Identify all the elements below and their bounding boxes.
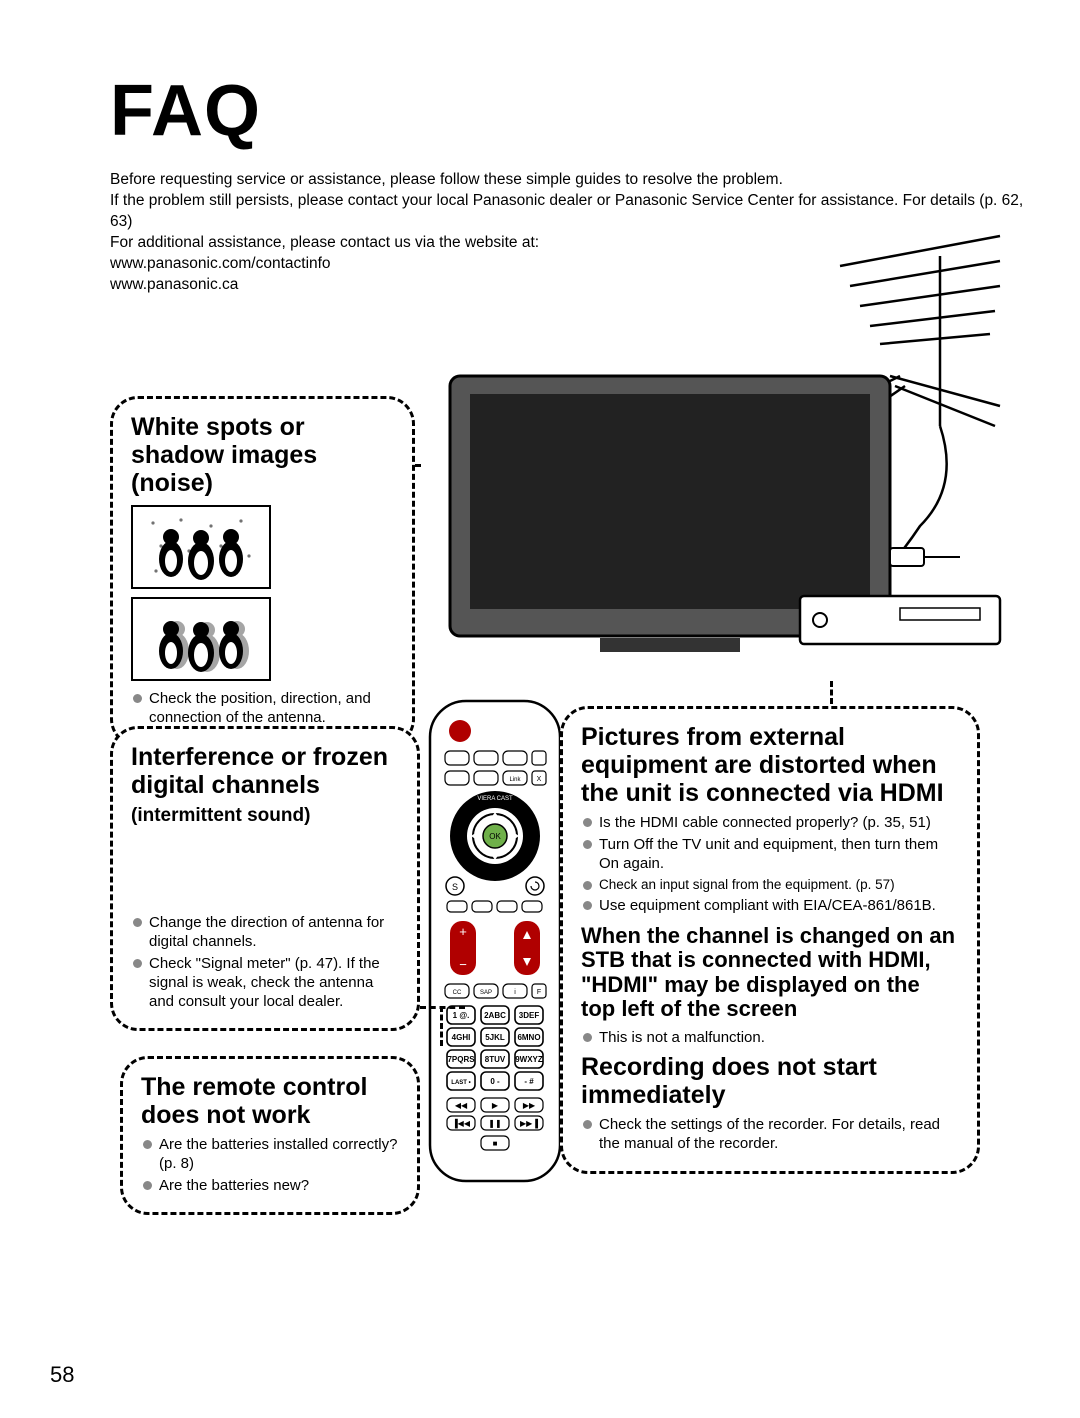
interf-sub: (intermittent sound) <box>131 805 399 827</box>
svg-text:▶: ▶ <box>492 1101 499 1110</box>
key-8: 8TUV <box>485 1055 506 1064</box>
svg-text:▐◀◀: ▐◀◀ <box>452 1118 471 1129</box>
bubble-remote: The remote control does not work Are the… <box>120 1056 420 1216</box>
key-last: LAST • <box>451 1080 470 1086</box>
hdmi-item: Is the HDMI cable connected properly? (p… <box>581 813 959 832</box>
noise-thumb-ghost <box>131 597 271 681</box>
svg-text:+: + <box>459 924 467 939</box>
key-2: 2ABC <box>484 1011 506 1020</box>
key-4: 4GHI <box>452 1033 471 1042</box>
key-3: 3DEF <box>519 1011 540 1020</box>
svg-text:▶▶▐: ▶▶▐ <box>520 1118 538 1129</box>
noise-heading: White spots or shadow images (noise) <box>131 413 394 497</box>
remote-heading: The remote control does not work <box>141 1073 399 1129</box>
svg-text:▶▶: ▶▶ <box>523 1101 536 1110</box>
key-1: 1 @. <box>453 1011 470 1020</box>
hdmi-item: Check the settings of the recorder. For … <box>581 1115 959 1153</box>
noise-item: Check the position, direction, and conne… <box>131 689 394 727</box>
svg-text:❚❚: ❚❚ <box>488 1119 501 1128</box>
hdmi-item: Turn Off the TV unit and equipment, then… <box>581 835 959 873</box>
tv-illustration <box>400 226 1010 686</box>
key-dash: - # <box>524 1077 534 1086</box>
key-s: S <box>452 882 458 892</box>
key-sap: SAP <box>480 990 492 996</box>
key-viera-cast: VIERA CAST <box>477 796 513 802</box>
key-5: 5JKL <box>485 1033 505 1042</box>
bubble-interference: Interference or frozen digital channels … <box>110 726 420 1032</box>
diagram-area: Link X VIERA CAST OK S <box>110 306 1030 1356</box>
noise-thumb-dotted <box>131 505 271 589</box>
key-f: F <box>537 989 541 996</box>
connector-dash <box>440 1006 443 1046</box>
page-title: FAQ <box>110 70 1030 152</box>
remote-item: Are the batteries new? <box>141 1176 399 1195</box>
remote-illustration: Link X VIERA CAST OK S <box>420 696 570 1186</box>
hdmi-item: Use equipment compliant with EIA/CEA-861… <box>581 896 959 915</box>
bubble-noise: White spots or shadow images (noise) <box>110 396 415 747</box>
key-9: 9WXYZ <box>515 1055 543 1064</box>
hdmi-h2: When the channel is changed on an STB th… <box>581 924 959 1023</box>
interf-heading: Interference or frozen digital channels <box>131 743 399 799</box>
key-7: 7PQRS <box>447 1055 475 1064</box>
key-cc: CC <box>453 990 462 996</box>
key-ok: OK <box>489 832 501 841</box>
svg-text:■: ■ <box>493 1139 498 1148</box>
key-link: Link <box>509 777 521 783</box>
interf-item: Check "Signal meter" (p. 47). If the sig… <box>131 954 399 1012</box>
remote-item: Are the batteries installed correctly? (… <box>141 1135 399 1173</box>
hdmi-h3: Recording does not start immediately <box>581 1053 959 1109</box>
svg-text:−: − <box>459 957 467 972</box>
hdmi-item: Check an input signal from the equipment… <box>581 876 959 893</box>
key-x: X <box>537 776 542 783</box>
svg-text:◀◀: ◀◀ <box>455 1101 468 1110</box>
key-0: 0 - <box>490 1077 500 1086</box>
hdmi-item: This is not a malfunction. <box>581 1028 959 1047</box>
bubble-hdmi: Pictures from external equipment are dis… <box>560 706 980 1174</box>
interf-item: Change the direction of antenna for digi… <box>131 913 399 951</box>
key-6: 6MNO <box>517 1033 540 1042</box>
intro-line: Before requesting service or assistance,… <box>110 170 1030 191</box>
page-number: 58 <box>50 1362 1030 1388</box>
hdmi-h1: Pictures from external equipment are dis… <box>581 723 959 807</box>
